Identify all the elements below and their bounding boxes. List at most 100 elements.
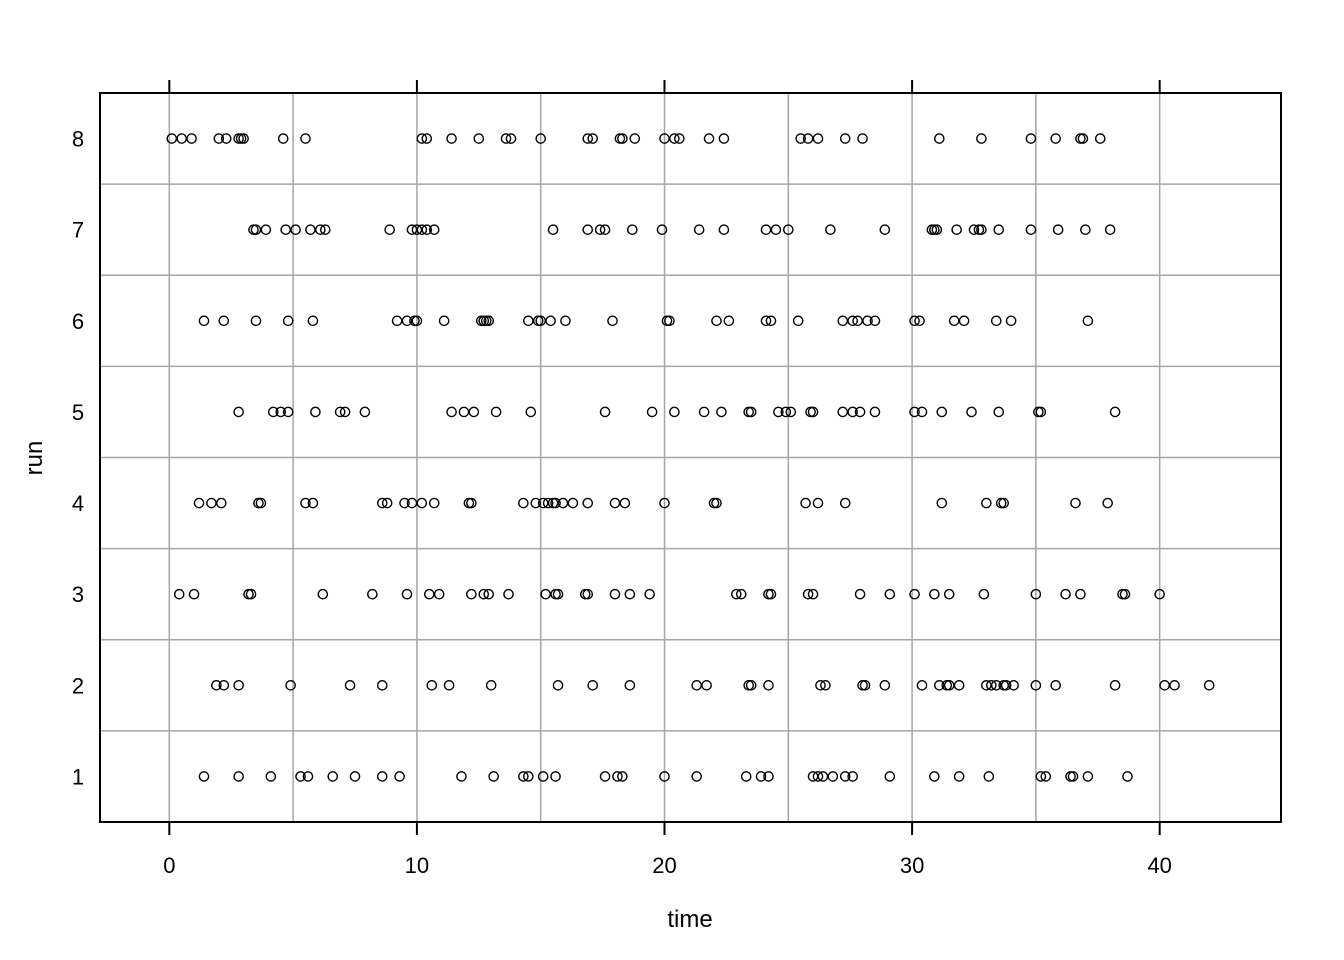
data-point <box>416 133 428 144</box>
data-point <box>884 588 896 600</box>
data-point <box>624 680 636 691</box>
data-point <box>807 588 819 600</box>
data-point <box>488 771 499 782</box>
data-point <box>552 680 564 691</box>
data-point <box>456 771 467 782</box>
data-point <box>931 224 943 235</box>
x-tick-label: 40 <box>1147 853 1171 878</box>
data-point <box>238 133 249 144</box>
data-points <box>166 133 1215 782</box>
data-point <box>599 224 611 235</box>
data-point <box>1109 406 1121 418</box>
data-point <box>1122 771 1133 782</box>
data-point <box>310 406 321 418</box>
data-point <box>773 406 784 418</box>
data-point <box>582 224 594 235</box>
data-point <box>599 771 611 782</box>
data-point <box>421 224 433 235</box>
data-point <box>976 133 987 144</box>
data-point <box>490 406 502 418</box>
data-point <box>198 315 210 327</box>
data-point <box>411 224 423 235</box>
data-point <box>711 315 722 327</box>
data-point <box>250 315 262 327</box>
data-point <box>305 224 316 235</box>
data-point <box>740 771 752 782</box>
x-tick-label: 0 <box>163 853 175 878</box>
data-point <box>1060 588 1071 600</box>
data-point <box>815 680 826 691</box>
data-point <box>800 497 811 509</box>
data-point <box>869 315 881 327</box>
data-point <box>587 133 599 144</box>
data-point <box>958 315 970 327</box>
data-point <box>399 497 410 509</box>
data-point <box>433 588 445 600</box>
gridlines <box>100 93 1281 822</box>
data-point <box>401 315 413 327</box>
data-point <box>859 680 871 691</box>
data-point <box>664 315 675 327</box>
data-point <box>785 406 797 418</box>
data-point <box>245 588 257 600</box>
data-point <box>735 588 747 600</box>
data-point <box>582 497 594 509</box>
data-point <box>703 133 715 144</box>
data-point <box>1082 315 1094 327</box>
data-point <box>406 224 418 235</box>
data-point <box>943 588 955 600</box>
data-point <box>265 771 277 782</box>
data-point <box>916 406 928 418</box>
data-point <box>656 224 668 235</box>
data-point <box>384 224 395 235</box>
data-point <box>968 224 980 235</box>
data-point <box>599 406 611 418</box>
data-point <box>943 680 955 691</box>
data-point <box>285 680 296 691</box>
data-point <box>1035 406 1047 418</box>
data-point <box>1203 680 1215 691</box>
data-point <box>976 224 987 235</box>
data-point <box>1052 224 1064 235</box>
data-point <box>1025 133 1037 144</box>
data-point <box>847 406 858 418</box>
data-point <box>1075 588 1086 600</box>
data-point <box>233 406 244 418</box>
data-point <box>629 133 641 144</box>
data-point <box>317 588 329 600</box>
y-tick-label: 5 <box>72 400 84 425</box>
data-point <box>290 224 301 235</box>
data-point <box>909 315 920 327</box>
data-point <box>213 133 225 144</box>
data-point <box>277 133 289 144</box>
data-point <box>1077 133 1089 144</box>
data-point <box>760 224 772 235</box>
data-point <box>936 406 948 418</box>
data-point <box>837 406 849 418</box>
data-point <box>617 133 628 144</box>
data-point <box>780 406 792 418</box>
data-point <box>1102 497 1113 509</box>
data-point <box>428 224 440 235</box>
data-point <box>914 315 925 327</box>
x-axis: 0 10 20 30 40 <box>163 80 1172 878</box>
data-point <box>468 406 480 418</box>
data-point <box>500 133 512 144</box>
data-point <box>547 224 559 235</box>
x-tick-label: 20 <box>652 853 676 878</box>
data-point <box>1154 588 1165 600</box>
data-point <box>837 315 849 327</box>
data-point <box>854 588 866 600</box>
data-point <box>186 133 197 144</box>
data-point <box>755 771 767 782</box>
data-point <box>745 406 757 418</box>
data-point <box>406 497 418 509</box>
data-point <box>1119 588 1131 600</box>
data-point <box>812 771 824 782</box>
data-point <box>612 771 623 782</box>
data-point <box>367 588 378 600</box>
data-point <box>953 771 965 782</box>
y-tick-label: 2 <box>72 673 84 698</box>
data-point <box>607 315 618 327</box>
